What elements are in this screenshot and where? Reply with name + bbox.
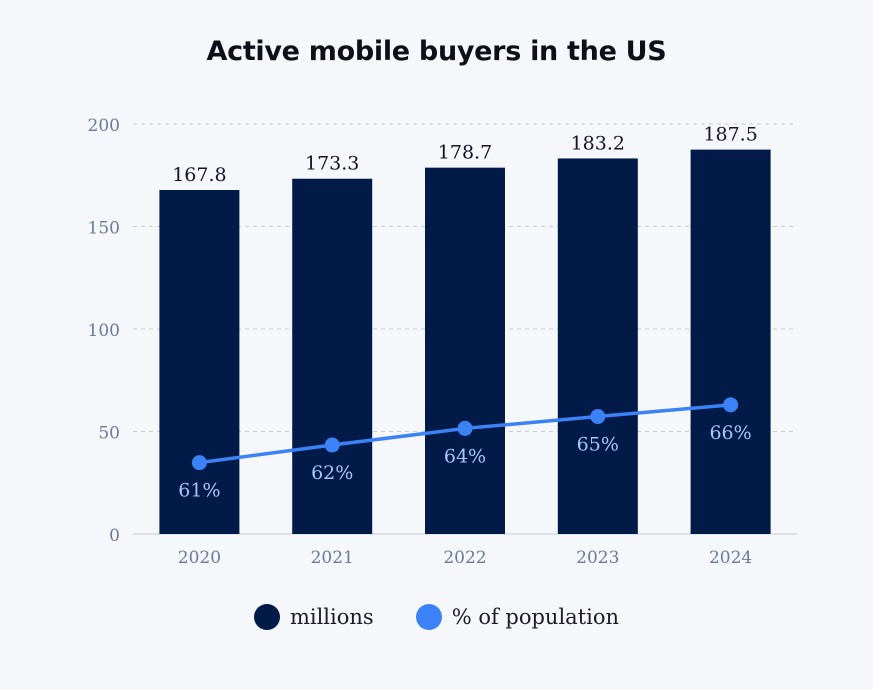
population-value-label: 61%: [178, 480, 220, 502]
legend-label-millions: millions: [289, 605, 374, 629]
bar-value-label: 187.5: [703, 124, 757, 146]
x-tick-label: 2021: [311, 548, 354, 568]
y-tick-label: 50: [98, 424, 120, 444]
x-tick-label: 2022: [443, 548, 486, 568]
legend-swatch-millions: [253, 604, 280, 630]
legend-swatch-population: [415, 604, 442, 630]
y-tick-label: 200: [88, 116, 120, 136]
chart-title: Active mobile buyers in the US: [206, 36, 667, 67]
bars: [159, 149, 771, 535]
bar-2021: [292, 178, 373, 535]
bar-value-label: 178.7: [438, 142, 492, 164]
population-value-label: 62%: [311, 462, 353, 484]
y-tick-label: 0: [109, 526, 120, 546]
bar-2022: [425, 167, 505, 535]
population-value-label: 66%: [709, 422, 751, 444]
population-point-2021: [324, 437, 340, 453]
y-tick-label: 100: [88, 321, 120, 341]
population-point-2022: [457, 420, 473, 436]
y-tick-label: 150: [88, 219, 120, 239]
population-value-label: 64%: [444, 445, 486, 467]
legend-label-population: % of population: [451, 605, 620, 629]
x-tick-label: 2023: [576, 548, 619, 568]
bar-value-label: 173.3: [305, 153, 359, 175]
bar-value-label: 183.2: [571, 132, 625, 154]
population-line: 61% 62% 64% 65% 66%: [178, 397, 752, 502]
legend: millions % of population: [0, 604, 873, 630]
legend-item-millions[interactable]: millions: [253, 604, 374, 630]
population-point-2020: [191, 455, 207, 471]
x-axis-ticks: 2020 2021 2022 2023 2024: [178, 548, 752, 568]
bar-value-label: 167.8: [172, 164, 226, 186]
x-tick-label: 2024: [709, 548, 752, 568]
legend-item-population[interactable]: % of population: [415, 604, 620, 630]
bar-2024: [690, 149, 771, 534]
bar-2023: [557, 158, 638, 534]
bar-2020: [159, 190, 240, 534]
population-value-label: 65%: [577, 434, 619, 456]
population-point-2023: [590, 409, 606, 425]
y-axis-ticks: 0 50 100 150 200: [88, 116, 120, 546]
population-point-2024: [723, 397, 739, 413]
bar-labels: 167.8 173.3 178.7 183.2 187.5: [172, 124, 758, 186]
x-tick-label: 2020: [178, 548, 221, 568]
